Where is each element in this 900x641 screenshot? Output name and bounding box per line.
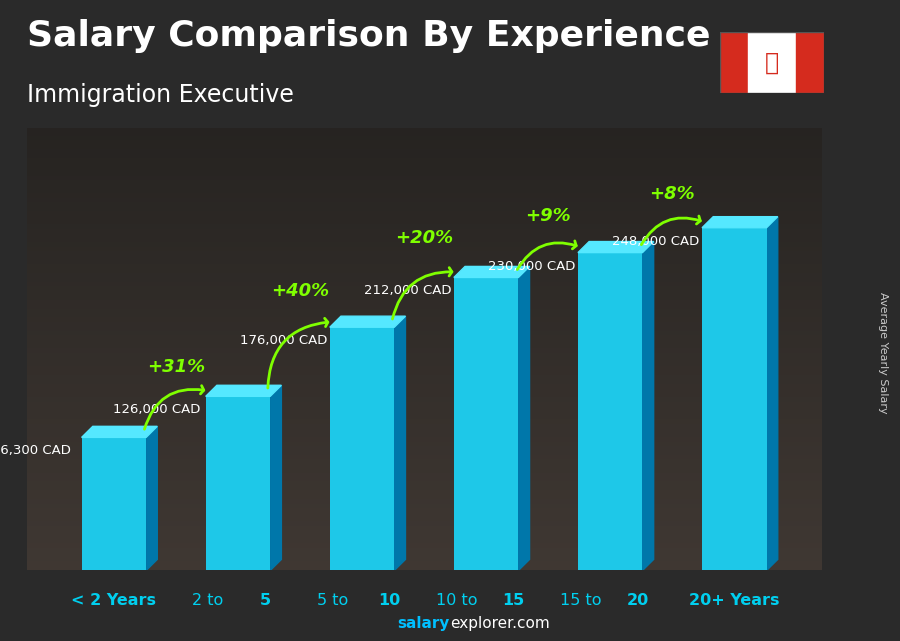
Bar — [578, 253, 643, 570]
Text: 15 to: 15 to — [560, 592, 607, 608]
Text: 230,000 CAD: 230,000 CAD — [488, 260, 575, 272]
Bar — [206, 396, 270, 570]
Polygon shape — [518, 267, 529, 570]
Polygon shape — [643, 242, 653, 570]
Text: 10: 10 — [378, 592, 400, 608]
Polygon shape — [146, 426, 158, 570]
Polygon shape — [206, 385, 282, 396]
Text: +9%: +9% — [526, 207, 571, 225]
Bar — [796, 32, 824, 93]
Polygon shape — [702, 217, 778, 228]
Polygon shape — [82, 426, 158, 437]
Text: 176,000 CAD: 176,000 CAD — [240, 334, 328, 347]
Text: +40%: +40% — [271, 281, 329, 299]
Text: Salary Comparison By Experience: Salary Comparison By Experience — [27, 19, 710, 53]
Text: Immigration Executive: Immigration Executive — [27, 83, 294, 107]
Text: +8%: +8% — [650, 185, 695, 203]
Text: 15: 15 — [502, 592, 525, 608]
Text: < 2 Years: < 2 Years — [71, 592, 157, 608]
Bar — [720, 32, 748, 93]
Text: 2 to: 2 to — [193, 592, 229, 608]
Text: 96,300 CAD: 96,300 CAD — [0, 444, 70, 457]
Text: 126,000 CAD: 126,000 CAD — [113, 403, 201, 416]
Text: +20%: +20% — [395, 229, 454, 247]
Text: salary: salary — [398, 617, 450, 631]
Polygon shape — [270, 385, 282, 570]
Bar — [702, 228, 767, 570]
Polygon shape — [394, 316, 406, 570]
Polygon shape — [767, 217, 778, 570]
Bar — [454, 278, 518, 570]
Text: 212,000 CAD: 212,000 CAD — [364, 285, 452, 297]
Text: 20: 20 — [626, 592, 649, 608]
Polygon shape — [578, 242, 653, 253]
Text: 20+ Years: 20+ Years — [689, 592, 779, 608]
Text: +31%: +31% — [147, 358, 205, 376]
Bar — [82, 437, 146, 570]
Text: 10 to: 10 to — [436, 592, 482, 608]
Text: 248,000 CAD: 248,000 CAD — [612, 235, 699, 247]
Bar — [329, 327, 394, 570]
Text: explorer.com: explorer.com — [450, 617, 550, 631]
Text: Average Yearly Salary: Average Yearly Salary — [878, 292, 887, 413]
Bar — [748, 32, 796, 93]
Polygon shape — [329, 316, 406, 327]
Text: 5: 5 — [260, 592, 271, 608]
Text: 5 to: 5 to — [317, 592, 353, 608]
Text: 🍁: 🍁 — [765, 51, 778, 74]
Polygon shape — [454, 267, 529, 278]
